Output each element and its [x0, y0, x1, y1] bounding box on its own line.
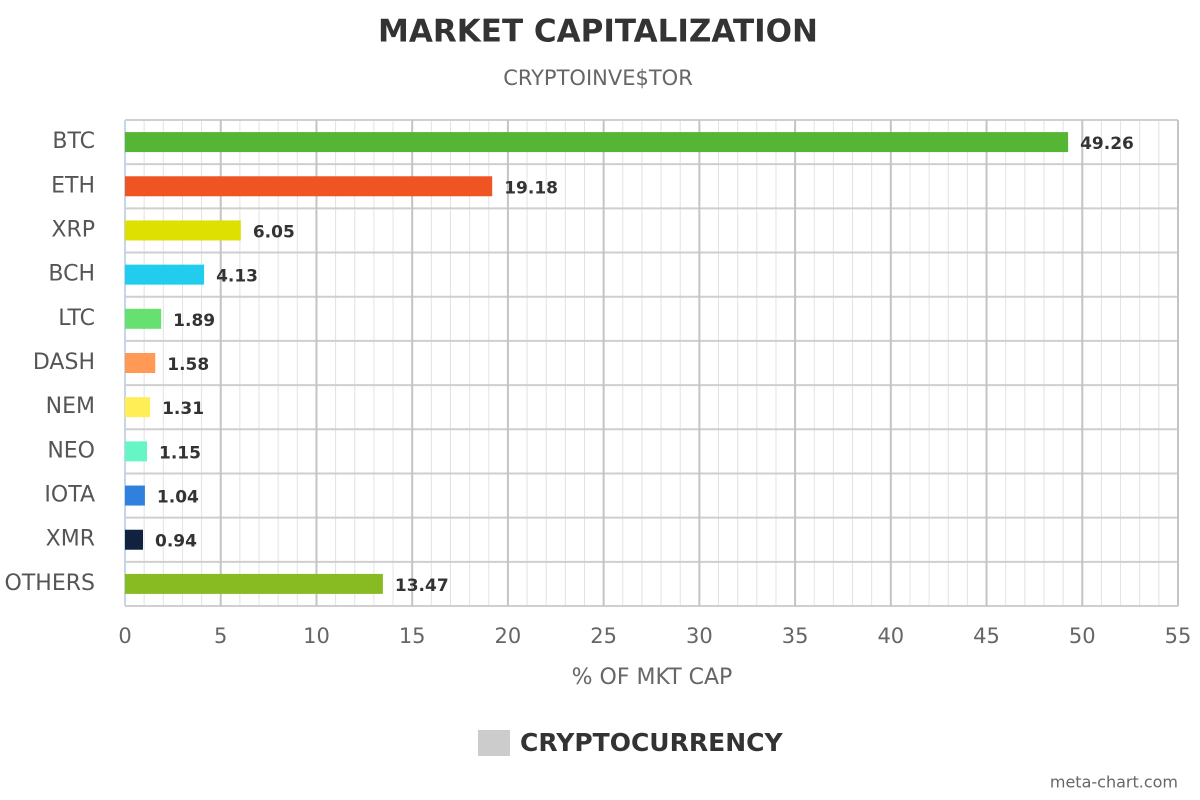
chart-subtitle: CRYPTOINVE$TOR: [503, 66, 693, 90]
value-label: 1.58: [167, 355, 209, 375]
chart-title: MARKET CAPITALIZATION: [378, 14, 818, 50]
y-tick-label: NEM: [46, 394, 95, 419]
bar: [125, 397, 151, 418]
x-tick-label: 35: [782, 624, 809, 648]
x-tick-label: 10: [303, 624, 330, 648]
y-tick-label: BTC: [52, 129, 95, 154]
y-tick-label: ETH: [51, 173, 95, 198]
value-label: 1.04: [157, 488, 199, 508]
value-label: 1.31: [162, 399, 204, 419]
y-tick-label: OTHERS: [5, 571, 95, 596]
value-label: 13.47: [395, 576, 449, 596]
x-tick-label: 40: [877, 624, 904, 648]
bar: [125, 573, 383, 594]
x-tick-label: 30: [686, 624, 713, 648]
y-tick-label: DASH: [33, 350, 95, 375]
bar: [125, 264, 205, 285]
bar: [125, 308, 162, 329]
legend-label: CRYPTOCURRENCY: [520, 728, 783, 757]
bar: [125, 529, 143, 550]
y-tick-label: XRP: [51, 217, 95, 242]
value-label: 4.13: [216, 267, 258, 287]
x-axis-label: % OF MKT CAP: [572, 665, 733, 690]
value-label: 6.05: [253, 222, 295, 242]
x-tick-label: 25: [590, 624, 617, 648]
value-label: 1.89: [173, 311, 215, 331]
legend-swatch: [478, 730, 510, 756]
x-tick-label: 20: [495, 624, 522, 648]
y-tick-label: NEO: [47, 438, 95, 463]
watermark: meta-chart.com: [1050, 773, 1178, 792]
bar: [125, 441, 148, 462]
bar: [125, 485, 145, 506]
bar: [125, 220, 241, 241]
value-label: 49.26: [1080, 134, 1134, 154]
x-tick-label: 15: [399, 624, 426, 648]
value-label: 19.18: [504, 178, 558, 198]
x-tick-label: 0: [118, 624, 131, 648]
y-tick-label: IOTA: [44, 483, 95, 508]
y-tick-label: XMR: [46, 527, 95, 552]
x-tick-label: 50: [1069, 624, 1096, 648]
y-tick-label: LTC: [58, 306, 95, 331]
x-tick-label: 55: [1165, 624, 1192, 648]
bar: [125, 353, 156, 373]
bar: [125, 132, 1069, 153]
y-tick-label: BCH: [48, 262, 95, 287]
bar: [125, 176, 493, 197]
x-tick-label: 45: [973, 624, 1000, 648]
value-label: 1.15: [159, 443, 201, 463]
x-tick-label: 5: [214, 624, 227, 648]
value-label: 0.94: [155, 532, 197, 552]
